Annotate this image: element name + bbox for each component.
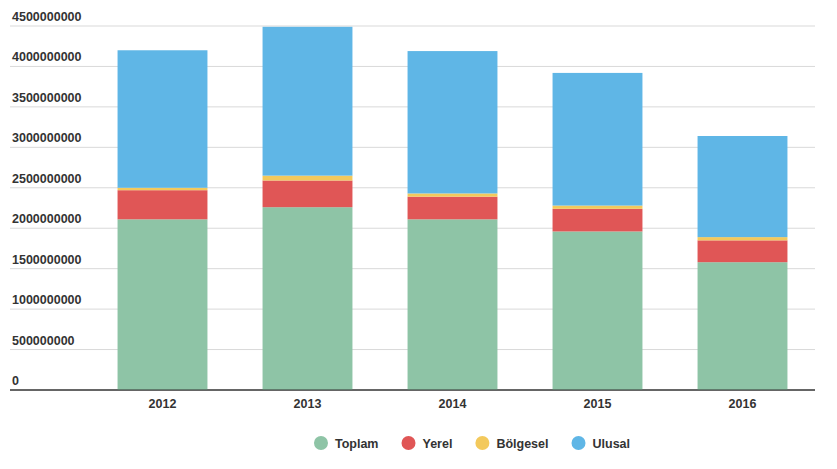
legend-label: Yerel [423,437,453,451]
legend-label: Toplam [335,437,379,451]
y-tick-label: 2500000000 [12,172,82,186]
x-tick-label: 2016 [729,397,757,411]
bar-segment [408,193,498,196]
bar-segment [553,209,643,232]
grid-line [10,26,815,27]
x-tick-label: 2015 [584,397,612,411]
bar-segment [553,73,643,206]
bars [118,27,788,390]
bar-segment [263,180,353,207]
x-tick-label: 2012 [149,397,177,411]
grid [10,26,815,390]
y-tick-label: 4500000000 [12,10,82,24]
y-tick-label: 500000000 [12,334,75,348]
legend-marker [572,436,586,450]
y-tick-label: 3500000000 [12,91,82,105]
bar-segment [698,240,788,262]
bar-segment [698,262,788,390]
y-tick-label: 1500000000 [12,253,82,267]
bar-segment [118,219,208,390]
bar-segment [118,50,208,188]
legend-label: Ulusal [593,437,631,451]
legend-marker [314,436,328,450]
x-tick-label: 2014 [439,397,467,411]
legend: Toplam Yerel Bölgesel Ulusal [314,436,630,451]
bar-segment [263,176,353,181]
bar-segment [118,190,208,219]
y-tick-label: 0 [12,374,19,388]
chart-container: 0 500000000 1000000000 1500000000 2000000000… [0,0,837,469]
legend-marker [475,436,489,450]
y-tick-label: 3000000000 [12,131,82,145]
chart: 0 500000000 1000000000 1500000000 2000000000… [0,0,837,469]
bar-segment [118,188,208,190]
x-tick-label: 2013 [294,397,322,411]
y-tick-label: 1000000000 [12,293,82,307]
bar-segment [263,27,353,176]
grid-line [10,390,815,391]
y-tick-label: 4000000000 [12,50,82,64]
bar-segment [698,136,788,237]
bar-segment [698,237,788,240]
axis-line [10,390,815,391]
bar-segment [408,51,498,193]
bar-segment [263,207,353,390]
bar-segment [553,231,643,390]
y-tick-label: 2000000000 [12,212,82,226]
legend-label: Bölgesel [496,437,548,451]
bar-segment [408,197,498,220]
bar-segment [408,219,498,390]
legend-marker [402,436,416,450]
bar-segment [553,206,643,209]
